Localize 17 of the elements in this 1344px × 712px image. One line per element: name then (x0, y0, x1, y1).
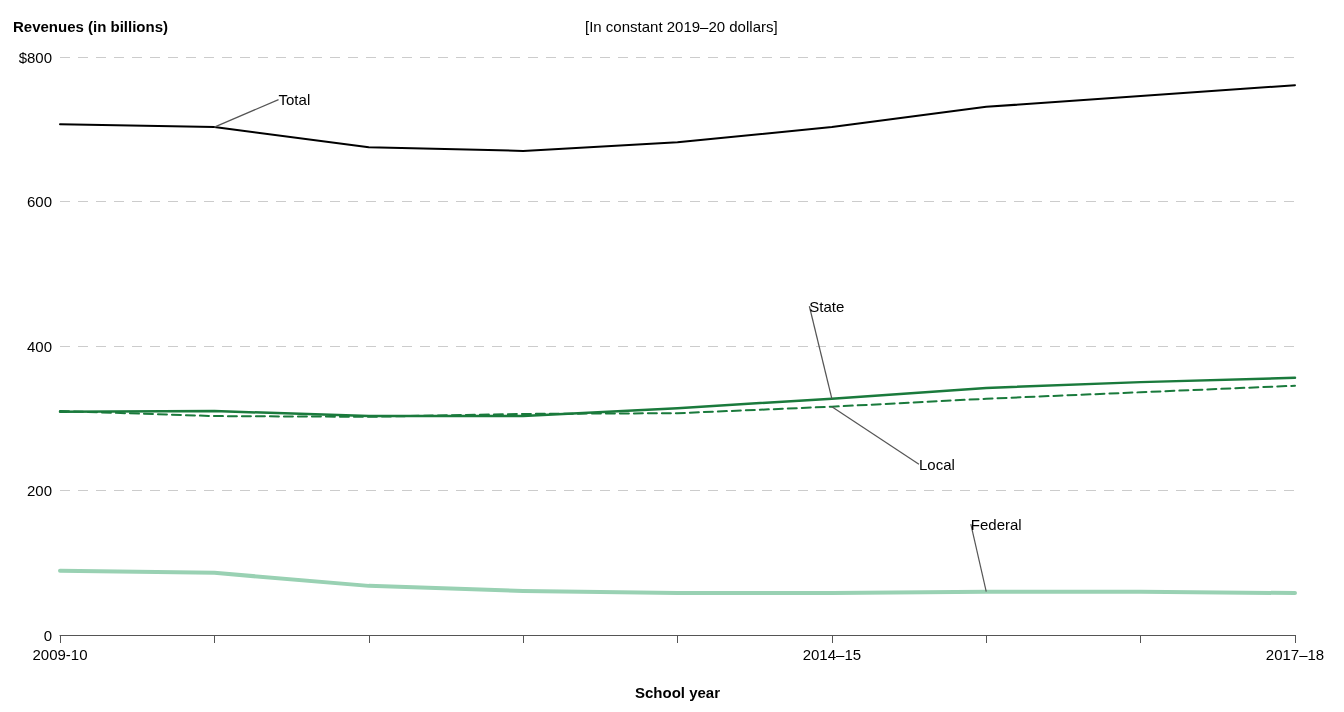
text: Local (918, 455, 955, 473)
y-tick-label: 600 (26, 193, 52, 210)
x-tick-label: 2009-10 (32, 646, 88, 663)
x-axis-title: School year (634, 684, 721, 701)
x-tick-label: 2017–18 (1265, 646, 1325, 663)
x-tick-label: 2014–15 (802, 646, 862, 663)
line-series (58, 568, 1297, 596)
text: Federal (970, 515, 1022, 533)
y-tick-label: 400 (26, 337, 52, 355)
series-label: Total (278, 91, 311, 109)
y-tick-label: $800 (18, 48, 52, 66)
y-tick-label: 0 (43, 626, 52, 644)
line-series (59, 84, 1296, 152)
chart-title: Revenues (in billions) (13, 18, 169, 35)
chart-subtitle: [In constant 2019–20 dollars] (585, 18, 778, 35)
text: State (809, 297, 845, 315)
y-tick-label: 200 (26, 482, 52, 499)
